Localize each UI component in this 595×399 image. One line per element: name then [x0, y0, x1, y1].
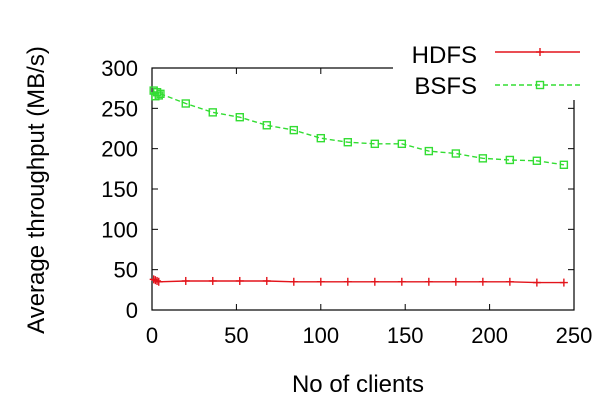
legend: HDFS BSFS [393, 40, 584, 100]
y-tick-label: 200 [101, 137, 138, 162]
x-tick-label: 150 [387, 323, 424, 348]
legend-box [393, 40, 584, 100]
series-layer [149, 86, 569, 287]
series-bsfs-point [505, 155, 515, 165]
legend-swatch-marker-bsfs [535, 80, 545, 90]
series-bsfs-point [316, 133, 325, 143]
series-hdfs-point [262, 276, 271, 285]
x-tick-label: 200 [471, 323, 508, 348]
series-hdfs-point [370, 277, 379, 286]
plot-border [151, 67, 575, 311]
x-axis-ticks: 0 50 100 150 200 250 [146, 68, 592, 348]
y-tick-label: 0 [126, 298, 138, 323]
series-hdfs-point [559, 278, 568, 287]
y-tick-label: 150 [101, 177, 138, 202]
series-hdfs [149, 275, 568, 287]
series-hdfs-point [151, 276, 160, 285]
series-bsfs-point [235, 113, 244, 122]
y-tick-label: 250 [101, 96, 138, 121]
series-hdfs-point [289, 277, 298, 286]
series-bsfs [149, 86, 569, 170]
series-hdfs-point [532, 278, 541, 287]
series-hdfs-point [343, 277, 352, 286]
series-bsfs-point [208, 108, 217, 117]
series-bsfs-point [289, 125, 298, 135]
series-hdfs-point [154, 277, 163, 286]
x-tick-label: 0 [146, 323, 158, 348]
series-bsfs-point [478, 154, 488, 163]
series-bsfs-point [370, 139, 380, 149]
series-bsfs-point [181, 99, 190, 108]
series-hdfs-point [181, 276, 190, 285]
x-tick-label: 250 [556, 323, 593, 348]
series-hdfs-point [478, 277, 487, 286]
plot-frame [151, 67, 575, 311]
series-bsfs-point [154, 91, 163, 100]
y-tick-label: 300 [101, 56, 138, 81]
y-axis-ticks: 0 50 100 150 200 250 300 [101, 56, 574, 323]
series-bsfs-point [343, 138, 353, 147]
legend-swatch-marker-hdfs [536, 48, 544, 56]
series-bsfs-point [262, 121, 271, 130]
series-bsfs-point [559, 160, 569, 170]
series-hdfs-point [505, 277, 514, 286]
x-tick-label: 100 [302, 323, 339, 348]
series-hdfs-point [424, 277, 433, 286]
series-bsfs-line [153, 90, 565, 166]
series-bsfs-point [424, 146, 434, 156]
series-bsfs-point [397, 139, 407, 149]
legend-label-bsfs: BSFS [414, 73, 477, 100]
y-tick-label: 50 [114, 258, 138, 283]
series-hdfs-point [153, 276, 162, 285]
series-bsfs-point [532, 156, 542, 165]
y-tick-label: 100 [101, 217, 138, 242]
series-hdfs-point [208, 276, 217, 285]
y-axis-title: Average throughput (MB/s) [23, 46, 50, 334]
x-tick-label: 50 [224, 323, 248, 348]
series-hdfs-point [397, 277, 406, 286]
series-hdfs-point [316, 277, 325, 286]
legend-label-hdfs: HDFS [412, 42, 477, 69]
series-hdfs-point [451, 277, 460, 286]
series-hdfs-point [149, 275, 158, 284]
series-bsfs-point [451, 149, 461, 158]
series-bsfs-point [156, 89, 165, 99]
series-hdfs-point [235, 276, 244, 285]
x-axis-title: No of clients [292, 371, 424, 398]
